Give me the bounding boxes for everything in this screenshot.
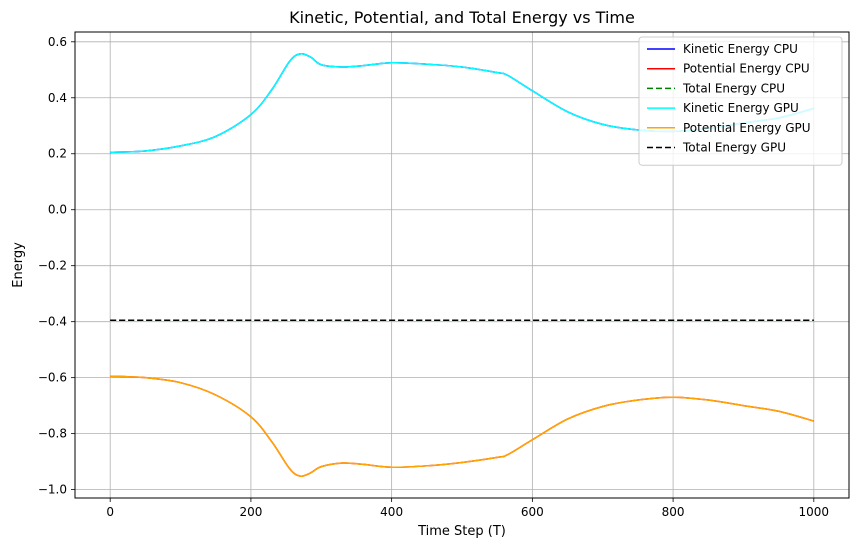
x-tick-label: 0 xyxy=(106,505,114,519)
x-tick-label: 200 xyxy=(239,505,262,519)
y-tick-label: 0.2 xyxy=(48,147,67,161)
legend-label: Potential Energy GPU xyxy=(683,121,811,135)
x-tick-label: 800 xyxy=(662,505,685,519)
y-tick-label: −0.4 xyxy=(38,315,67,329)
legend-label: Total Energy GPU xyxy=(682,141,786,155)
x-tick-label: 600 xyxy=(521,505,544,519)
plot-frame xyxy=(74,31,850,499)
y-tick-label: −0.6 xyxy=(38,371,67,385)
legend-label: Potential Energy CPU xyxy=(683,62,810,76)
y-tick-label: 0.0 xyxy=(48,203,67,217)
y-tick-label: 0.6 xyxy=(48,35,67,49)
legend-label: Total Energy CPU xyxy=(682,81,785,95)
x-tick-label: 1000 xyxy=(799,505,830,519)
y-axis-label: Energy xyxy=(11,242,26,288)
grid xyxy=(75,32,849,498)
legend-label: Kinetic Energy CPU xyxy=(683,42,798,56)
chart-title: Kinetic, Potential, and Total Energy vs … xyxy=(289,8,635,27)
legend: Kinetic Energy CPU Potential Energy CPU To… xyxy=(638,36,843,166)
series-line-potential-energy-gpu xyxy=(110,375,815,478)
legend-box xyxy=(638,36,843,166)
x-tick-label: 400 xyxy=(380,505,403,519)
y-tick-label: −1.0 xyxy=(38,483,67,497)
axes: 0 200 400 600 800 1000 −1.0 −0.8 −0.6 −0.4 −0.2 0.0… xyxy=(38,35,829,519)
y-tick-label: −0.2 xyxy=(38,259,67,273)
x-axis-label: Time Step (T) xyxy=(417,524,506,539)
legend-label: Kinetic Energy GPU xyxy=(683,101,799,115)
y-tick-label: −0.8 xyxy=(38,427,67,441)
y-tick-label: 0.4 xyxy=(48,91,67,105)
